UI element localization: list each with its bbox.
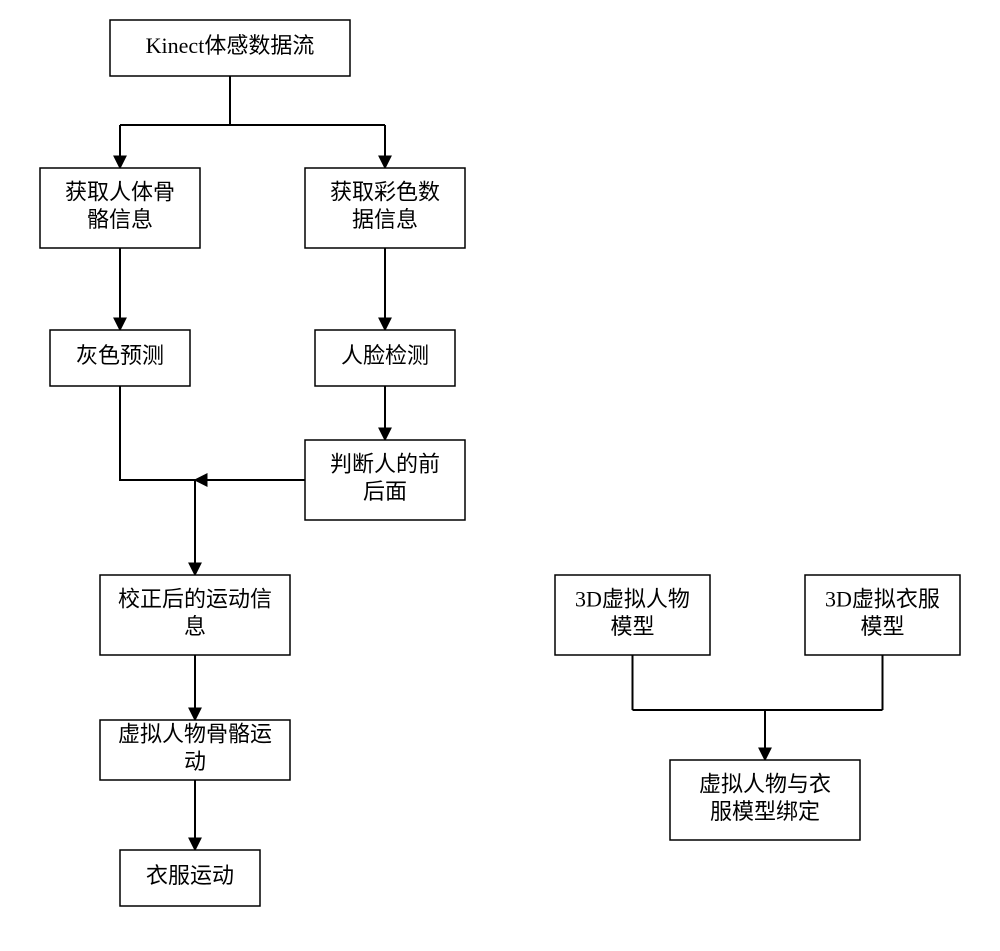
node-label: 息 [184,614,206,639]
node-label: 虚拟人物与衣 [699,771,831,796]
flowchart-canvas: Kinect体感数据流获取人体骨骼信息 获取彩色数据信息灰色预测 人脸检测判断人的前… [0,0,1000,951]
node-label: 动 [184,749,206,774]
node-label: 灰色预测 [76,343,164,368]
node-label: 骼信息 [87,207,153,232]
node-label: 判断人的前 [330,451,440,476]
node-label: 获取彩色数 [330,179,440,204]
flow-node-n12: 虚拟人物与衣服模型绑定 [670,760,860,840]
node-label: 虚拟人物骨骼运 [118,721,272,746]
flow-node-n6: 判断人的前后面 [305,440,465,520]
node-label: 模型 [860,614,904,639]
node-label: 3D虚拟衣服 [825,586,940,611]
flow-node-n9: 衣服运动 [120,850,260,906]
node-label: 人脸检测 [341,343,429,368]
node-label: 衣服运动 [146,863,234,888]
node-label: 后面 [363,479,407,504]
flow-node-n11: 3D虚拟衣服模型 [805,575,960,655]
flow-edge [120,386,195,480]
node-label: 服模型绑定 [710,799,820,824]
flow-node-n2: 获取人体骨骼信息 [40,168,200,248]
node-label: Kinect体感数据流 [146,33,315,58]
flow-node-n1: Kinect体感数据流 [110,20,350,76]
node-label: 校正后的运动信 [118,586,272,611]
node-label: 据信息 [352,207,418,232]
node-label: 3D虚拟人物 [575,586,690,611]
node-label: 模型 [610,614,654,639]
flow-node-n7: 校正后的运动信息 [100,575,290,655]
flow-node-n8: 虚拟人物骨骼运动 [100,720,290,780]
flow-node-n10: 3D虚拟人物模型 [555,575,710,655]
flow-node-n5: 人脸检测 [315,330,455,386]
nodes-layer: Kinect体感数据流获取人体骨骼信息 获取彩色数据信息灰色预测 人脸检测判断人的前… [40,20,960,906]
node-label: 获取人体骨 [65,179,175,204]
flow-node-n3: 获取彩色数据信息 [305,168,465,248]
flow-node-n4: 灰色预测 [50,330,190,386]
